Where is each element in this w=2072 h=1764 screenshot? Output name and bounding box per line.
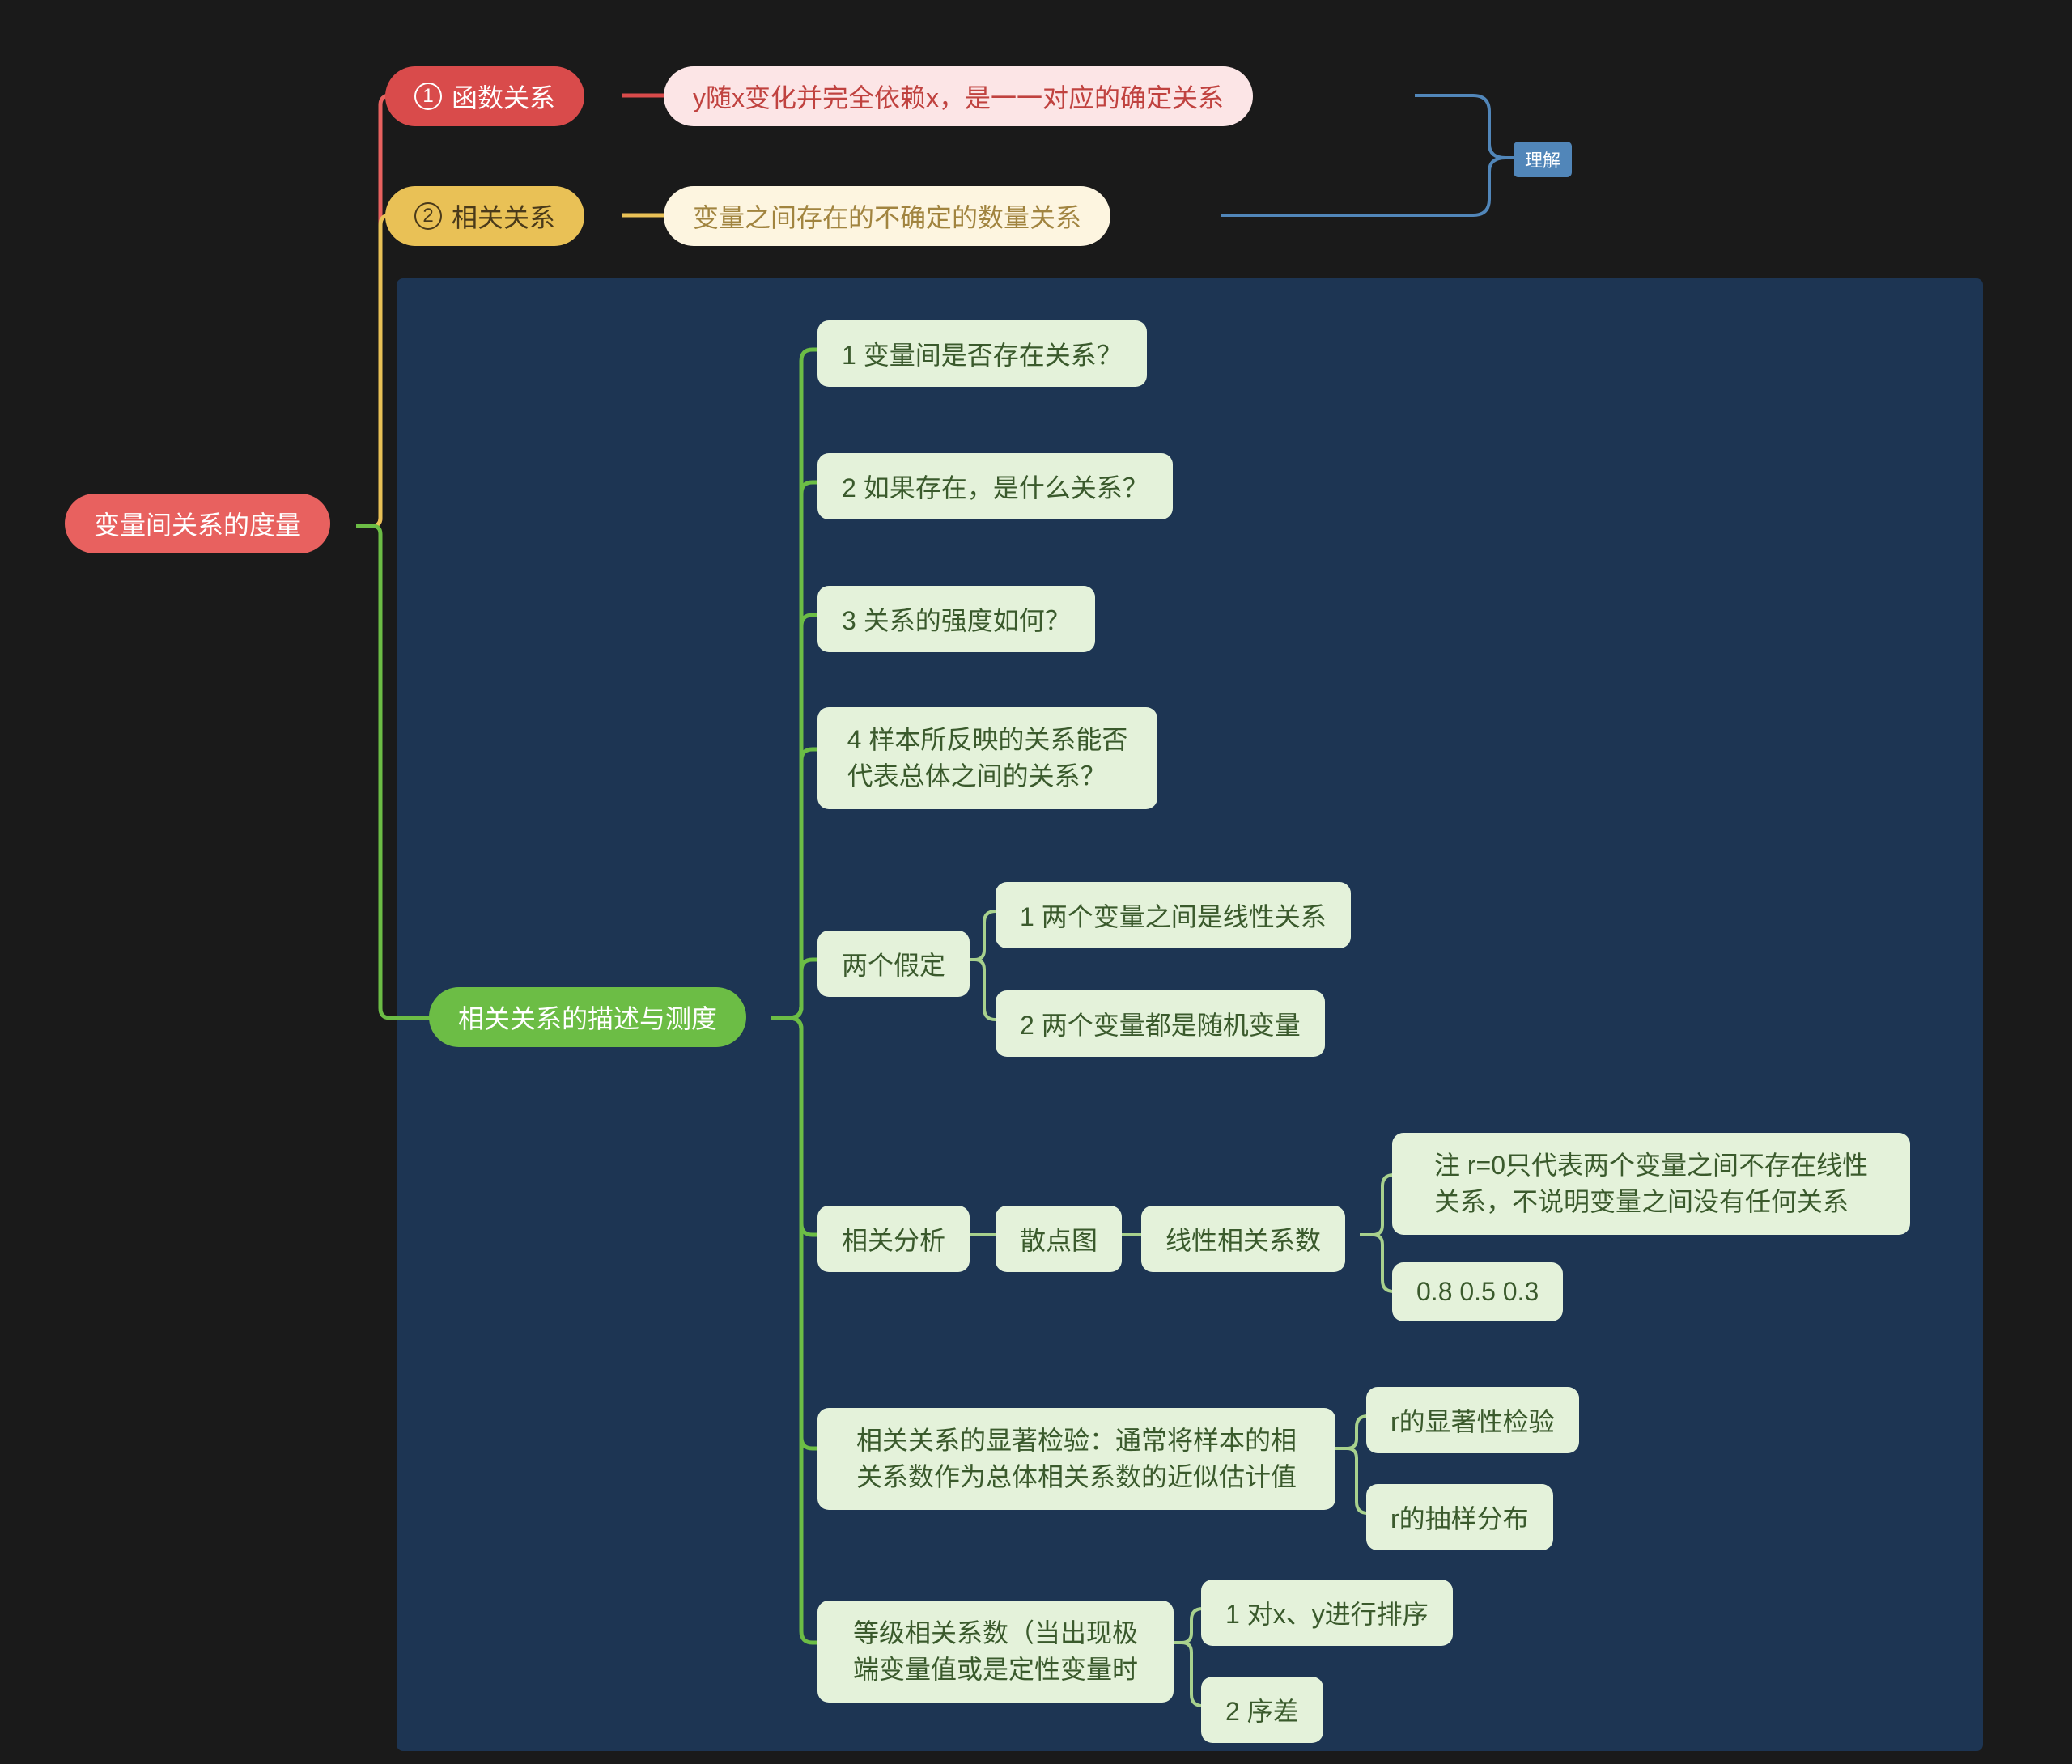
rank-label: 等级相关系数（当出现极 端变量值或是定性变量时	[853, 1615, 1138, 1688]
branch3-label: 相关关系的描述与测度	[458, 999, 717, 1036]
linear-thresh-label: 0.8 0.5 0.3	[1416, 1277, 1539, 1307]
rank-1-label: 1 对x、y进行排序	[1225, 1594, 1429, 1631]
branch1-num: 1	[414, 83, 442, 110]
q3[interactable]: 3 关系的强度如何？	[817, 586, 1095, 652]
linear-note[interactable]: 注 r=0只代表两个变量之间不存在线性 关系，不说明变量之间没有任何关系	[1392, 1133, 1910, 1235]
significance[interactable]: 相关关系的显著检验：通常将样本的相 关系数作为总体相关系数的近似估计值	[817, 1408, 1335, 1510]
branch2-num: 2	[414, 202, 442, 230]
q1-label: 1 变量间是否存在关系？	[842, 335, 1123, 372]
linear-coef[interactable]: 线性相关系数	[1141, 1206, 1345, 1272]
assumption-1[interactable]: 1 两个变量之间是线性关系	[996, 882, 1351, 948]
branch1-desc[interactable]: y随x变化并完全依赖x，是一一对应的确定关系	[664, 66, 1253, 126]
analysis-label: 相关分析	[842, 1220, 945, 1257]
linear-label: 线性相关系数	[1166, 1220, 1321, 1257]
branch2-label: 相关关系	[452, 197, 555, 235]
assumption-1-label: 1 两个变量之间是线性关系	[1020, 897, 1327, 934]
branch3-node[interactable]: 相关关系的描述与测度	[429, 987, 746, 1047]
linear-thresh[interactable]: 0.8 0.5 0.3	[1392, 1262, 1563, 1321]
q2[interactable]: 2 如果存在，是什么关系？	[817, 453, 1173, 519]
q4-label: 4 样本所反映的关系能否 代表总体之间的关系？	[847, 722, 1128, 795]
sig-test-label: r的显著性检验	[1391, 1401, 1555, 1439]
assumption-2[interactable]: 2 两个变量都是随机变量	[996, 990, 1325, 1057]
root-node[interactable]: 变量间关系的度量	[65, 494, 330, 553]
scatter[interactable]: 散点图	[996, 1206, 1122, 1272]
assumptions-label: 两个假定	[842, 945, 945, 982]
rank-1[interactable]: 1 对x、y进行排序	[1201, 1580, 1453, 1646]
tag-label: 理解	[1525, 151, 1560, 171]
scatter-label: 散点图	[1020, 1220, 1098, 1257]
linear-note-label: 注 r=0只代表两个变量之间不存在线性 关系，不说明变量之间没有任何关系	[1434, 1147, 1868, 1220]
branch2-node[interactable]: 2 相关关系	[385, 186, 584, 246]
sig-test[interactable]: r的显著性检验	[1366, 1387, 1579, 1453]
q4[interactable]: 4 样本所反映的关系能否 代表总体之间的关系？	[817, 707, 1157, 809]
q3-label: 3 关系的强度如何？	[842, 600, 1071, 638]
significance-label: 相关关系的显著检验：通常将样本的相 关系数作为总体相关系数的近似估计值	[856, 1423, 1297, 1495]
branch1-desc-label: y随x变化并完全依赖x，是一一对应的确定关系	[693, 78, 1224, 115]
q1[interactable]: 1 变量间是否存在关系？	[817, 320, 1147, 387]
branch2-desc[interactable]: 变量之间存在的不确定的数量关系	[664, 186, 1110, 246]
analysis[interactable]: 相关分析	[817, 1206, 970, 1272]
sig-dist-label: r的抽样分布	[1391, 1499, 1529, 1536]
branch2-desc-label: 变量之间存在的不确定的数量关系	[693, 197, 1081, 235]
branch1-node[interactable]: 1 函数关系	[385, 66, 584, 126]
rank[interactable]: 等级相关系数（当出现极 端变量值或是定性变量时	[817, 1601, 1174, 1703]
assumption-2-label: 2 两个变量都是随机变量	[1020, 1005, 1301, 1042]
assumptions[interactable]: 两个假定	[817, 931, 970, 997]
branch1-label: 函数关系	[452, 78, 555, 115]
q2-label: 2 如果存在，是什么关系？	[842, 468, 1149, 505]
sig-dist[interactable]: r的抽样分布	[1366, 1484, 1553, 1550]
understand-tag[interactable]: 理解	[1514, 142, 1572, 177]
rank-2-label: 2 序差	[1225, 1691, 1299, 1728]
root-label: 变量间关系的度量	[94, 505, 301, 542]
rank-2[interactable]: 2 序差	[1201, 1677, 1323, 1743]
